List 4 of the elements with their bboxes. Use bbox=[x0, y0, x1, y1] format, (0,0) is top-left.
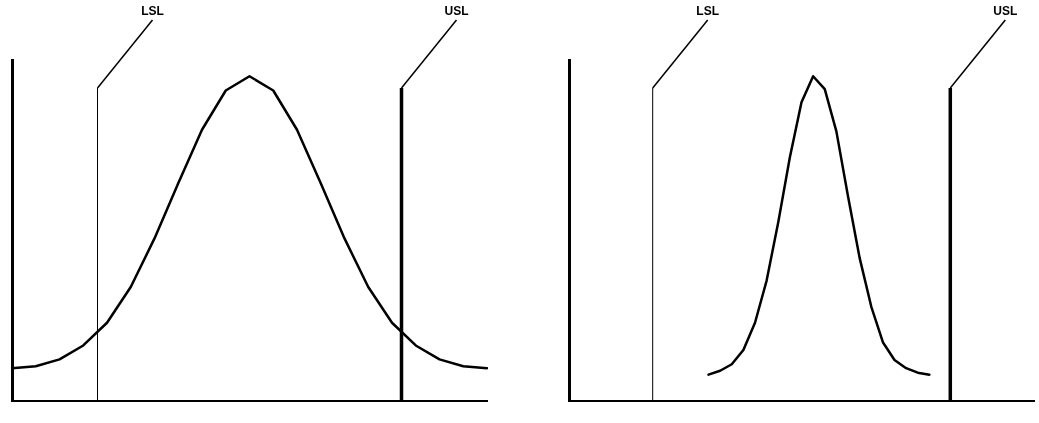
text: LSL bbox=[696, 4, 720, 19]
text: LSL bbox=[141, 4, 164, 19]
text: USL bbox=[993, 4, 1018, 19]
text: USL bbox=[444, 4, 469, 19]
